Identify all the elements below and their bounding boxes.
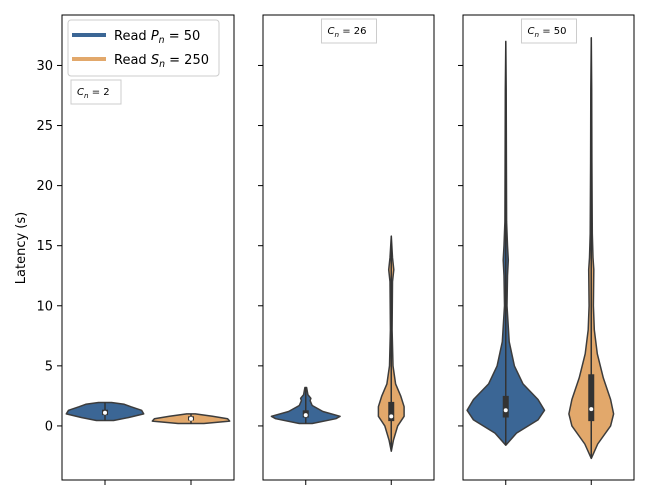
y-axis-label: Latency (s) [14,212,29,284]
violin-median [103,410,107,415]
panel-2: Cn = 26 [258,14,435,485]
y-tick-label: 0 [45,419,53,434]
panel-frame [262,14,435,481]
violin-median [503,408,508,413]
violin-median [303,413,308,418]
cn-annotation-label: Cn = 50 [528,26,567,39]
cn-annotation-box [521,18,577,44]
y-tick-label: 5 [45,359,53,374]
violin-iqr-box [388,401,395,422]
cn-annotation-label: Cn = 2 [77,87,110,100]
y-tick-label: 10 [36,299,53,314]
violin-median [589,407,594,412]
y-tick-label: 30 [36,59,53,74]
legend-label: Read Pn = 50 [114,29,200,46]
panel-3: Cn = 50 [458,14,635,485]
violin-median [389,414,394,419]
panels: 0 5 10 15 20 25 30 Cn = 2 Cn = 26 Cn = 50 [36,14,635,485]
violin-median [189,416,193,421]
cn-annotation-box [321,18,377,44]
cn-annotation-label: Cn = 26 [328,26,367,39]
panel-1: 0 5 10 15 20 25 30 Cn = 2 [36,14,235,485]
cn-annotation-box [70,79,122,105]
y-tick-label: 20 [36,179,53,194]
violin-iqr-box [502,395,509,418]
panel-frame [61,14,235,481]
y-tick-label: 15 [36,239,53,254]
y-tick-label: 25 [36,119,53,134]
violin-iqr-box [588,374,595,422]
legend-label: Read Sn = 250 [114,53,209,70]
legend: Read Pn = 50 Read Sn = 250 [67,19,220,77]
panel-frame [462,14,635,481]
